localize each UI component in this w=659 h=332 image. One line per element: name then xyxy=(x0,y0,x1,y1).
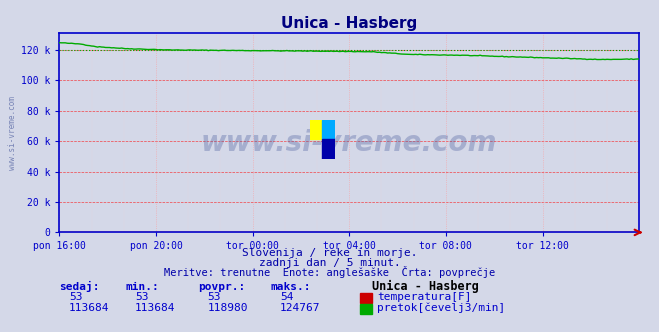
Text: 124767: 124767 xyxy=(280,303,320,313)
Text: pretok[čevelj3/min]: pretok[čevelj3/min] xyxy=(377,302,505,313)
Title: Unica - Hasberg: Unica - Hasberg xyxy=(281,16,417,31)
Text: 53: 53 xyxy=(69,292,82,302)
Text: www.si-vreme.com: www.si-vreme.com xyxy=(201,129,498,157)
Text: 113684: 113684 xyxy=(135,303,175,313)
Text: povpr.:: povpr.: xyxy=(198,282,245,291)
Text: 53: 53 xyxy=(208,292,221,302)
Bar xyxy=(310,120,322,139)
Text: 113684: 113684 xyxy=(69,303,109,313)
Text: min.:: min.: xyxy=(125,282,159,291)
Text: 54: 54 xyxy=(280,292,293,302)
Text: 118980: 118980 xyxy=(208,303,248,313)
Bar xyxy=(322,120,335,139)
Text: temperatura[F]: temperatura[F] xyxy=(377,292,471,302)
Text: www.si-vreme.com: www.si-vreme.com xyxy=(8,96,17,170)
Bar xyxy=(360,304,372,314)
Text: Meritve: trenutne  Enote: anglešaške  Črta: povprečje: Meritve: trenutne Enote: anglešaške Črta… xyxy=(164,266,495,278)
Bar xyxy=(322,139,335,159)
Text: Unica - Hasberg: Unica - Hasberg xyxy=(372,280,479,292)
Text: zadnji dan / 5 minut.: zadnji dan / 5 minut. xyxy=(258,258,401,268)
Bar xyxy=(360,293,372,303)
Text: 53: 53 xyxy=(135,292,148,302)
Text: Slovenija / reke in morje.: Slovenija / reke in morje. xyxy=(242,248,417,258)
Text: maks.:: maks.: xyxy=(270,282,310,291)
Text: sedaj:: sedaj: xyxy=(59,281,100,291)
